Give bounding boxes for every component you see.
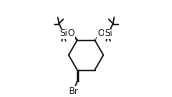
Text: O: O bbox=[98, 29, 104, 38]
Text: Si: Si bbox=[60, 29, 68, 38]
Text: Br: Br bbox=[68, 87, 78, 96]
Text: O: O bbox=[68, 29, 74, 38]
Text: Si: Si bbox=[104, 29, 112, 38]
Polygon shape bbox=[70, 33, 77, 40]
